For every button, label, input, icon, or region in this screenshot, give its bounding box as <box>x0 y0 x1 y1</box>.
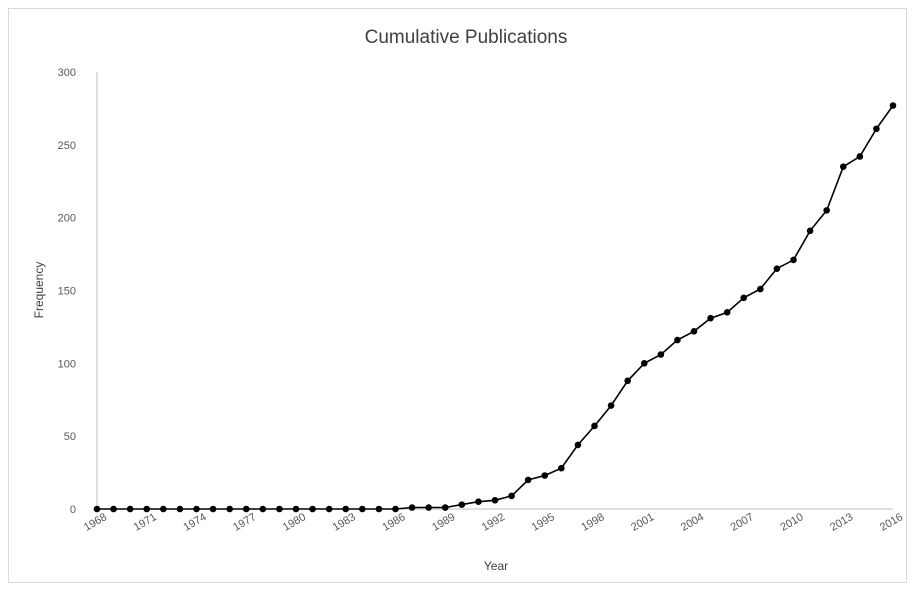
x-tick-label: 2013 <box>828 511 855 534</box>
data-point <box>591 422 598 430</box>
data-point <box>475 498 482 506</box>
data-point <box>873 125 880 133</box>
x-tick-label: 2010 <box>778 511 805 534</box>
y-axis: 0 50 100 150 200 250 300 <box>58 67 98 516</box>
data-point <box>674 336 681 344</box>
x-tick-label: 1974 <box>181 511 208 534</box>
data-point <box>541 472 549 479</box>
data-point <box>839 163 847 170</box>
x-tick-label: 1971 <box>132 511 159 534</box>
data-point <box>624 377 631 385</box>
series-layer <box>93 102 897 513</box>
data-point <box>309 505 316 513</box>
chart-frame <box>8 8 907 583</box>
data-point <box>790 256 797 264</box>
x-tick-label: 1989 <box>430 511 457 534</box>
data-point <box>640 360 648 367</box>
data-point <box>740 294 748 302</box>
x-axis: 1968 1971 1974 1977 1980 1983 1986 1989 1992 1995… <box>82 508 905 534</box>
data-point <box>773 265 781 272</box>
y-tick-label: 200 <box>58 213 76 225</box>
data-point <box>259 505 267 513</box>
data-point <box>757 285 764 293</box>
x-tick-label: 1998 <box>579 511 606 534</box>
x-tick-label: 1983 <box>331 511 358 534</box>
data-point <box>723 309 731 316</box>
x-tick-label: 1977 <box>231 511 258 534</box>
x-tick-label: 1992 <box>480 511 507 534</box>
data-point <box>657 351 665 358</box>
y-tick-label: 0 <box>70 504 76 516</box>
data-point <box>491 496 499 504</box>
data-point <box>806 227 814 235</box>
data-point <box>823 207 830 214</box>
data-point <box>458 501 466 508</box>
y-tick-label: 50 <box>64 431 76 443</box>
x-tick-label: 2004 <box>679 511 706 534</box>
x-tick-label: 2001 <box>629 511 656 534</box>
data-point <box>707 314 714 322</box>
data-point <box>558 464 565 472</box>
data-point <box>524 476 532 484</box>
data-point <box>441 504 449 511</box>
data-point <box>889 102 897 109</box>
data-point <box>690 327 698 335</box>
series-line <box>97 105 894 510</box>
data-point <box>292 505 300 513</box>
data-point <box>209 505 217 513</box>
data-point <box>392 505 399 513</box>
data-point <box>574 441 582 449</box>
data-point <box>193 505 200 513</box>
data-point <box>342 505 350 513</box>
data-point <box>607 402 615 409</box>
data-point <box>276 505 283 513</box>
y-tick-label: 250 <box>58 140 76 152</box>
data-point <box>226 505 233 513</box>
data-point <box>143 505 151 513</box>
y-tick-label: 100 <box>58 358 76 370</box>
x-axis-title: Year <box>484 559 508 573</box>
data-point <box>325 505 333 513</box>
data-point <box>359 505 366 513</box>
data-point <box>126 505 134 513</box>
data-point <box>408 504 416 511</box>
data-point <box>176 505 184 513</box>
data-point <box>93 505 101 513</box>
data-point <box>425 504 432 511</box>
x-tick-label: 1995 <box>530 511 557 534</box>
y-tick-label: 300 <box>58 67 76 79</box>
data-point <box>160 505 167 513</box>
y-tick-label: 150 <box>58 286 76 298</box>
x-tick-label: 1980 <box>281 511 308 534</box>
y-axis-title: Frequency <box>32 262 46 319</box>
data-point <box>375 505 383 513</box>
chart-title: Cumulative Publications <box>365 27 568 48</box>
data-point <box>110 505 117 513</box>
data-point <box>856 153 864 160</box>
data-point <box>508 492 515 500</box>
x-tick-label: 2007 <box>729 511 756 534</box>
x-tick-label: 1986 <box>380 511 407 534</box>
x-tick-label: 2016 <box>878 511 905 534</box>
data-point <box>242 505 250 513</box>
x-tick-label: 1968 <box>82 511 109 534</box>
